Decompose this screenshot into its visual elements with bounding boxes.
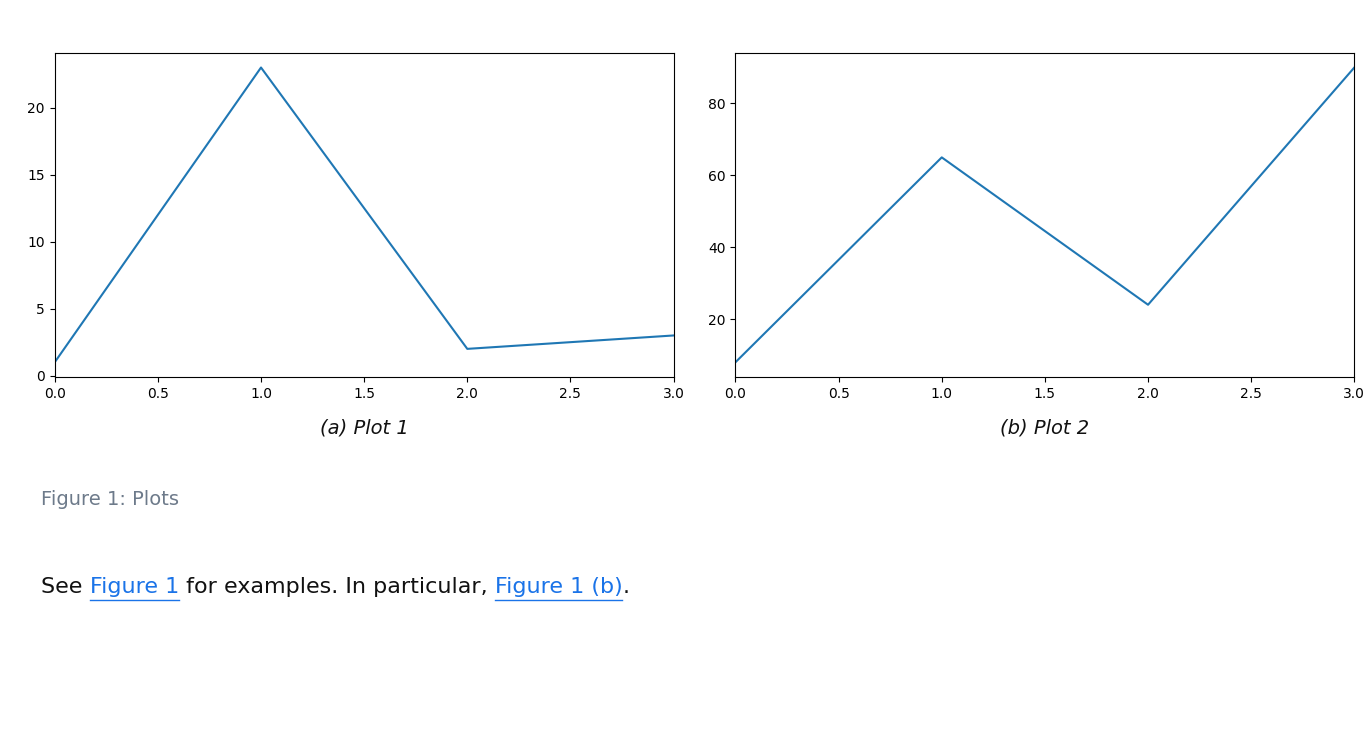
Text: See: See xyxy=(41,577,89,597)
Text: for examples. In particular,: for examples. In particular, xyxy=(179,577,495,597)
Text: Figure 1: Figure 1 xyxy=(89,577,179,597)
Text: .: . xyxy=(622,577,629,597)
Text: Figure 1 (b): Figure 1 (b) xyxy=(495,577,622,597)
Text: (a) Plot 1: (a) Plot 1 xyxy=(320,418,409,437)
Text: (b) Plot 2: (b) Plot 2 xyxy=(1000,418,1089,437)
Text: Figure 1: Plots: Figure 1: Plots xyxy=(41,490,179,509)
